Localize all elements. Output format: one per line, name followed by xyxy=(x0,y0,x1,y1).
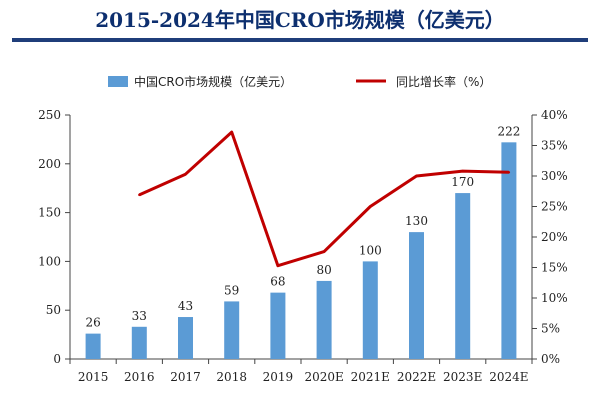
left-tick-label: 0 xyxy=(53,352,61,366)
bar-value-label: 33 xyxy=(132,309,147,323)
legend-bar-label: 中国CRO市场规模（亿美元） xyxy=(134,74,292,89)
growth-point xyxy=(276,264,280,267)
x-tick-label: 2017 xyxy=(170,370,201,384)
right-tick-label: 35% xyxy=(541,139,568,153)
bar xyxy=(501,142,517,359)
growth-point xyxy=(415,174,418,178)
growth-point xyxy=(369,205,372,208)
bar-value-label: 100 xyxy=(359,243,382,257)
growth-point xyxy=(138,193,141,197)
legend: 中国CRO市场规模（亿美元） 同比增长率（%） xyxy=(108,74,491,89)
bar-value-label: 130 xyxy=(405,214,428,228)
axes: 0 50 100 150 200 250 0% 5% 10% 15% 20% 25% 30% 35% 40%… xyxy=(38,108,568,384)
growth-line xyxy=(138,130,511,268)
x-tick-label: 2022E xyxy=(397,370,436,384)
x-tick-label: 2023E xyxy=(443,370,482,384)
right-tick-label: 15% xyxy=(541,261,568,275)
right-tick-label: 5% xyxy=(541,322,560,336)
legend-line-label: 同比增长率（%） xyxy=(396,74,491,89)
right-tick-label: 10% xyxy=(541,291,568,305)
right-tick-label: 30% xyxy=(541,169,568,183)
chart-title: 2015-2024年中国CRO市场规模（亿美元） xyxy=(95,8,505,32)
left-tick-label: 50 xyxy=(46,303,61,317)
left-tick-label: 100 xyxy=(38,254,61,268)
bar xyxy=(131,326,147,359)
bar-value-label: 26 xyxy=(85,316,100,330)
x-tick-label: 2018 xyxy=(216,370,247,384)
bar-value-label: 59 xyxy=(224,283,239,297)
x-tick-label: 2021E xyxy=(351,370,390,384)
right-tick-label: 0% xyxy=(541,352,560,366)
bar xyxy=(362,261,378,359)
bar-value-label: 170 xyxy=(451,175,474,189)
title-underline xyxy=(12,38,588,42)
bars xyxy=(85,142,517,359)
growth-point xyxy=(322,250,326,253)
left-tick-label: 250 xyxy=(38,108,61,122)
x-tick-label: 2019 xyxy=(263,370,294,384)
bar xyxy=(455,193,471,359)
x-tick-label: 2020E xyxy=(304,370,343,384)
left-tick-label: 200 xyxy=(38,157,61,171)
growth-point xyxy=(461,169,464,173)
bar xyxy=(316,280,332,359)
bar xyxy=(85,333,101,359)
growth-line-path xyxy=(138,130,509,268)
bar-value-label: 80 xyxy=(316,263,331,277)
growth-point xyxy=(507,171,511,174)
bar xyxy=(178,317,193,359)
bar-value-label: 222 xyxy=(497,124,520,138)
x-tick-label: 2024E xyxy=(489,370,528,384)
right-tick-label: 25% xyxy=(541,200,568,214)
bar-value-label: 43 xyxy=(178,299,193,313)
legend-bar-swatch xyxy=(108,76,128,87)
left-tick-label: 150 xyxy=(38,206,61,220)
bar-value-label: 68 xyxy=(270,275,285,289)
growth-point xyxy=(230,130,233,134)
x-tick-label: 2015 xyxy=(78,370,109,384)
bar xyxy=(224,301,240,359)
bar xyxy=(270,292,286,359)
growth-point xyxy=(184,172,187,176)
x-tick-label: 2016 xyxy=(124,370,155,384)
right-tick-label: 40% xyxy=(541,108,568,122)
bar xyxy=(409,232,424,359)
right-tick-label: 20% xyxy=(541,230,568,244)
data-labels: 26 33 43 59 68 80 100 130 170 222 xyxy=(85,124,520,329)
